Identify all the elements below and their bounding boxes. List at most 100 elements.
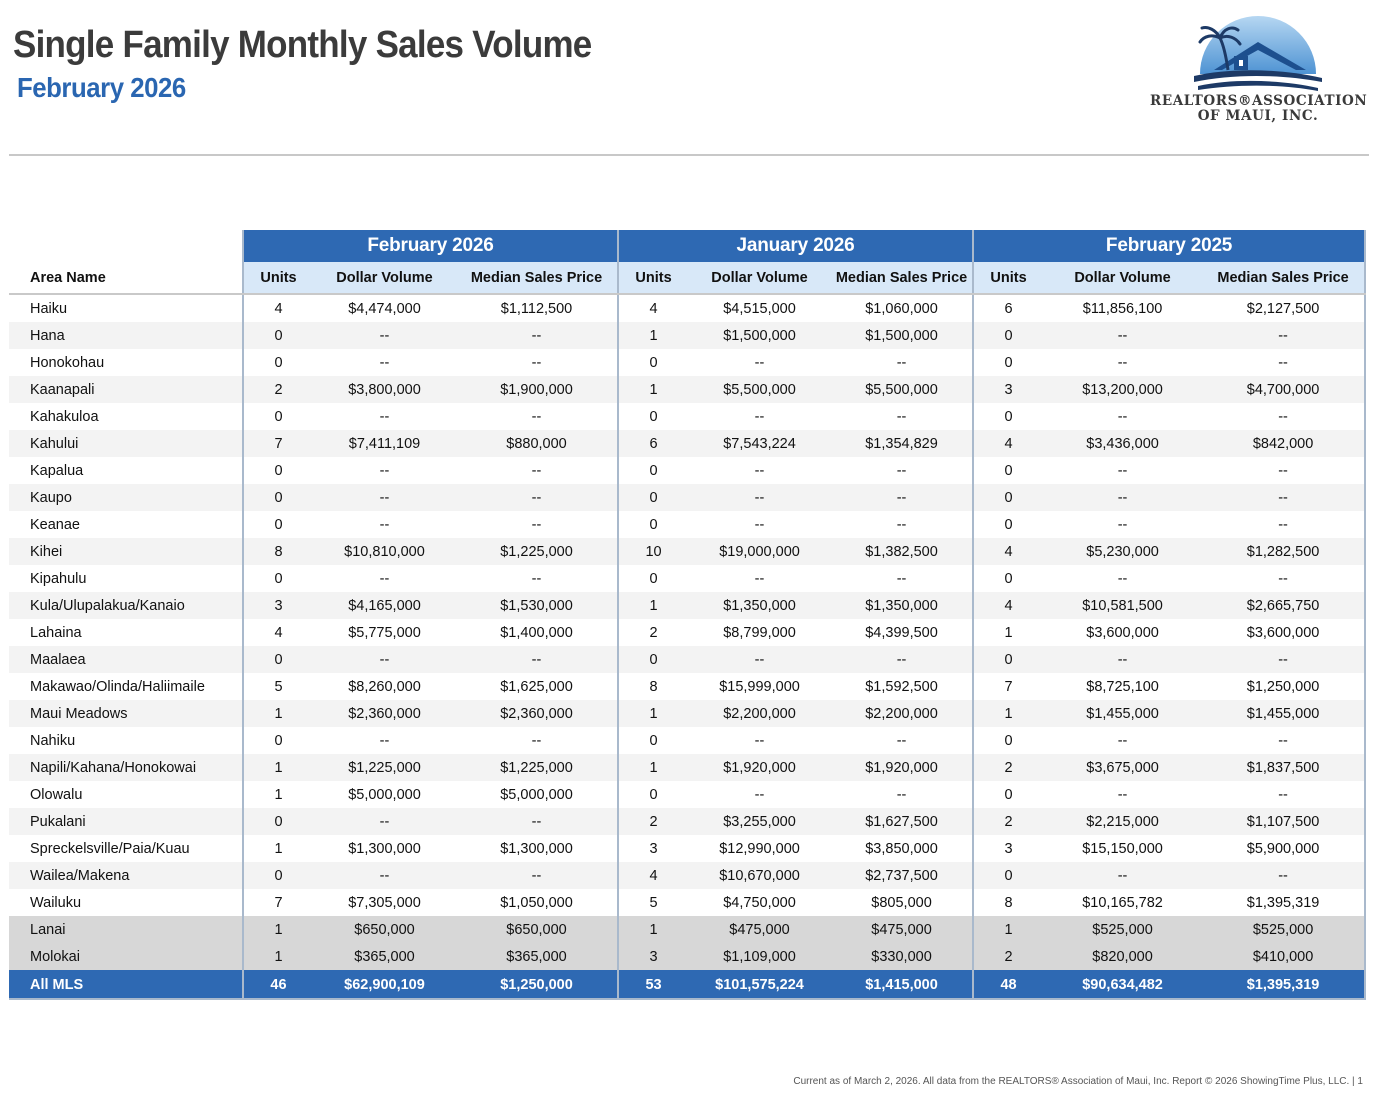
units-cell: 1 <box>242 943 313 971</box>
median-price-cell: $475,000 <box>831 916 974 943</box>
median-price-cell: $5,900,000 <box>1202 835 1367 862</box>
dollar-volume-cell: -- <box>1117 354 1128 371</box>
median-price-cell: -- <box>531 354 542 371</box>
table-row: Honokohau 0 -- -- 0 -- -- 0 -- -- <box>9 349 1367 376</box>
dollar-volume-cell: -- <box>379 354 390 371</box>
dollar-volume-cell: -- <box>1043 322 1203 349</box>
dollar-volume-cell: $19,000,000 <box>688 538 832 565</box>
units-cell: 4 <box>242 619 313 646</box>
median-price-cell: -- <box>1202 646 1367 673</box>
median-price-cell: $1,225,000 <box>456 538 619 565</box>
dollar-volume-cell: $4,750,000 <box>723 894 796 911</box>
units-header: Units <box>972 262 1044 295</box>
dollar-volume-cell: $525,000 <box>1043 916 1203 943</box>
area-name-cell: Spreckelsville/Paia/Kuau <box>30 840 190 857</box>
table-row: Kahakuloa 0 -- -- 0 -- -- 0 -- -- <box>9 403 1367 430</box>
median-price-cell: -- <box>531 462 542 479</box>
units-cell: 0 <box>972 565 1044 592</box>
units-cell: 4 <box>242 294 313 322</box>
logo-name-line1: REALTORS®ASSOCIATION <box>1150 93 1368 109</box>
median-price-cell: -- <box>531 516 542 533</box>
units-cell: 0 <box>617 565 689 592</box>
dollar-volume-cell: $475,000 <box>688 916 832 943</box>
median-price-cell: -- <box>531 732 542 749</box>
dollar-volume-cell: $1,920,000 <box>688 754 832 781</box>
median-price-cell: $1,530,000 <box>456 592 619 619</box>
dollar-volume-total-cell: $62,900,109 <box>313 970 456 999</box>
median-price-cell: $1,500,000 <box>831 322 974 349</box>
median-price-cell: $5,000,000 <box>500 786 573 803</box>
units-cell: 2 <box>972 754 1044 781</box>
area-name-cell: Maalaea <box>9 646 243 673</box>
units-cell: 0 <box>617 511 689 538</box>
dollar-volume-cell: -- <box>1117 462 1128 479</box>
dollar-volume-cell: $8,260,000 <box>348 678 421 695</box>
median-price-total-cell: $1,395,319 <box>1202 970 1367 999</box>
dollar-volume-header: Dollar Volume <box>313 262 456 295</box>
dollar-volume-cell: -- <box>313 322 456 349</box>
units-cell: 0 <box>972 484 1044 511</box>
area-name-cell: Makawao/Olinda/Haliimaile <box>30 678 205 695</box>
dollar-volume-cell: $3,255,000 <box>688 808 832 835</box>
dollar-volume-cell: $5,500,000 <box>688 376 832 403</box>
dollar-volume-cell: $1,109,000 <box>688 943 832 971</box>
median-price-cell: $1,382,500 <box>831 538 974 565</box>
median-price-cell: $805,000 <box>871 894 932 911</box>
dollar-volume-cell: -- <box>1117 570 1128 587</box>
median-price-cell: $410,000 <box>1202 943 1367 971</box>
dollar-volume-cell: $7,411,109 <box>313 430 456 457</box>
median-price-cell: $1,395,319 <box>1202 889 1367 916</box>
table-row: Kaanapali 2 $3,800,000 $1,900,000 1 $5,500,00… <box>9 376 1367 403</box>
units-cell: 0 <box>242 403 313 430</box>
dollar-volume-cell: $13,200,000 <box>1043 376 1203 403</box>
table-row: Wailuku 7 $7,305,000 $1,050,000 5 $4,750,000 $… <box>9 889 1367 916</box>
units-cell: 0 <box>242 322 313 349</box>
dollar-volume-cell: $7,543,224 <box>688 430 832 457</box>
area-name-cell: Kapalua <box>30 462 84 479</box>
table-row: Haiku 4 $4,474,000 $1,112,500 4 $4,515,000 $1,… <box>9 294 1367 322</box>
median-price-cell: $1,625,000 <box>500 678 573 695</box>
dollar-volume-cell: $10,165,782 <box>1082 894 1163 911</box>
units-cell: 4 <box>972 538 1044 565</box>
median-price-cell: -- <box>456 862 619 889</box>
units-cell: 0 <box>242 646 313 673</box>
units-cell: 5 <box>242 673 313 700</box>
units-cell: 0 <box>617 457 689 484</box>
median-price-cell: -- <box>1202 511 1367 538</box>
dollar-volume-cell: -- <box>379 570 390 587</box>
median-price-cell: -- <box>1202 322 1367 349</box>
median-price-cell: -- <box>896 570 907 587</box>
median-price-cell: -- <box>1202 457 1367 484</box>
median-price-header: Median Sales Price <box>831 262 974 295</box>
median-price-cell: $2,665,750 <box>1202 592 1367 619</box>
median-price-cell: -- <box>896 732 907 749</box>
units-cell: 0 <box>972 322 1044 349</box>
units-cell: 0 <box>972 781 1044 808</box>
dollar-volume-cell: $10,581,500 <box>1043 592 1203 619</box>
median-price-cell: -- <box>896 462 907 479</box>
table-row: Wailea/Makena 0 -- -- 4 $10,670,000 $2,737,500… <box>9 862 1367 889</box>
median-price-cell: $1,112,500 <box>500 300 573 317</box>
table-row: Kapalua 0 -- -- 0 -- -- 0 -- -- <box>9 457 1367 484</box>
median-price-cell: -- <box>1202 727 1367 754</box>
units-cell: 2 <box>242 376 313 403</box>
dollar-volume-header: Dollar Volume <box>1043 262 1203 295</box>
median-price-cell: -- <box>831 646 974 673</box>
units-cell: 0 <box>242 565 313 592</box>
dollar-volume-cell: -- <box>313 646 456 673</box>
units-cell: 0 <box>972 646 1044 673</box>
area-name-cell: Kula/Ulupalakua/Kanaio <box>9 592 243 619</box>
dollar-volume-cell: -- <box>313 484 456 511</box>
table-row: Molokai 1 $365,000 $365,000 3 $1,109,000 $330,… <box>9 943 1367 971</box>
dollar-volume-cell: $12,990,000 <box>719 840 800 857</box>
dollar-volume-cell: -- <box>1117 786 1128 803</box>
units-cell: 4 <box>617 294 689 322</box>
median-price-cell: $365,000 <box>456 943 619 971</box>
table-row: Kula/Ulupalakua/Kanaio 3 $4,165,000 $1,530,… <box>9 592 1367 619</box>
table-row: Spreckelsville/Paia/Kuau 1 $1,300,000 $1,30… <box>9 835 1367 862</box>
dollar-volume-cell: $1,225,000 <box>313 754 456 781</box>
report-title: Single Family Monthly Sales Volume <box>13 24 592 66</box>
table-body: Haiku 4 $4,474,000 $1,112,500 4 $4,515,000 $1,… <box>9 294 1367 999</box>
median-price-cell: $1,300,000 <box>500 840 573 857</box>
area-name-cell: Hana <box>9 322 243 349</box>
